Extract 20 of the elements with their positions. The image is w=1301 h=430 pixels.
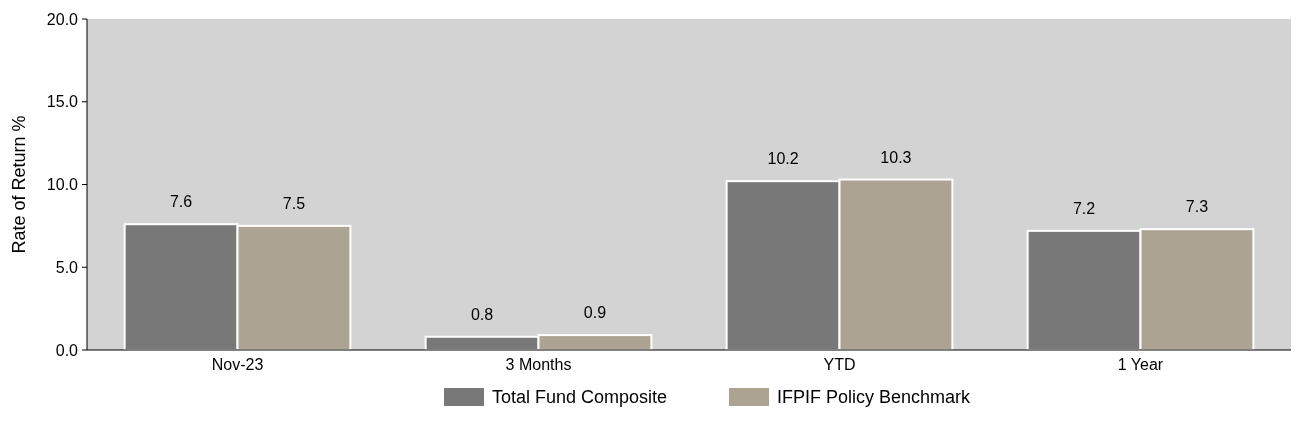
legend-label: Total Fund Composite: [492, 387, 668, 407]
y-tick-label: 20.0: [46, 10, 79, 28]
y-axis-title: Rate of Return %: [9, 115, 29, 254]
data-label: 7.2: [1072, 199, 1096, 217]
data-label: 7.5: [282, 194, 306, 212]
legend-label: IFPIF Policy Benchmark: [777, 387, 972, 407]
data-label: 0.8: [470, 305, 494, 323]
y-tick-label: 5.0: [55, 258, 79, 276]
x-tick-label: 1 Year: [1117, 356, 1164, 373]
x-tick-label: Nov-23: [211, 356, 264, 373]
data-label: 10.2: [767, 150, 799, 168]
y-tick-label: 15.0: [46, 93, 79, 111]
x-tick-label: 3 Months: [505, 356, 572, 373]
y-tick-label: 10.0: [46, 176, 79, 194]
data-label: 10.3: [880, 148, 912, 166]
x-tick-label: YTD: [823, 356, 856, 373]
data-label: 0.9: [583, 304, 607, 322]
y-tick-label: 0.0: [55, 341, 79, 359]
data-label: 7.3: [1185, 198, 1209, 216]
data-label: 7.6: [169, 193, 193, 211]
